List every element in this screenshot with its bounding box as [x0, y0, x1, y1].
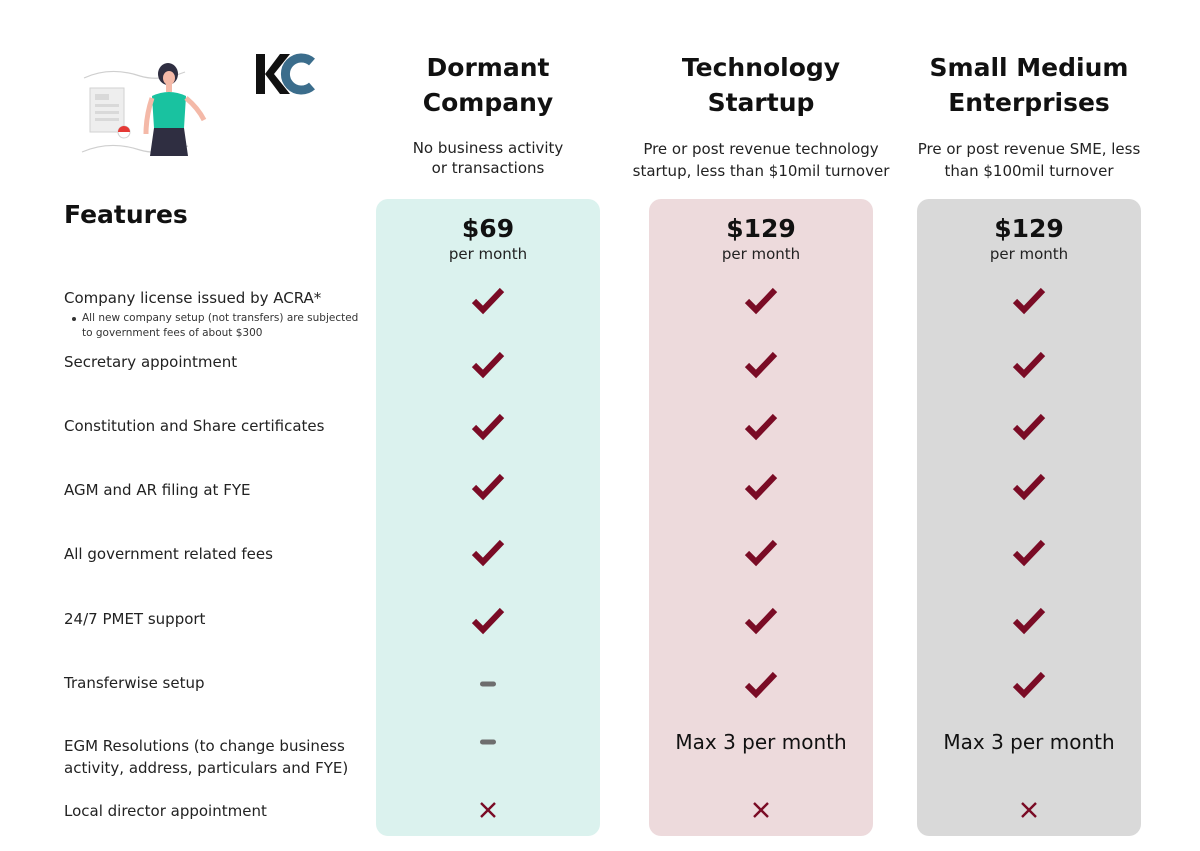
check-icon — [1009, 466, 1049, 506]
plan-description-line: No business activity — [412, 139, 564, 157]
plan-period-dormant: per month — [448, 245, 528, 263]
plan-price-dormant: $69 — [461, 214, 515, 243]
plan-description-line: than $100mil turnover — [944, 162, 1114, 180]
feature-note-line: to government fees of about $300 — [82, 327, 263, 339]
company-logo — [254, 52, 316, 96]
dash-icon — [468, 722, 508, 762]
woman-document-illustration — [80, 56, 220, 166]
check-icon — [741, 406, 781, 446]
check-icon — [1009, 664, 1049, 704]
cross-icon — [468, 790, 508, 830]
check-icon — [1009, 532, 1049, 572]
plan-description-line: Pre or post revenue technology — [643, 140, 879, 158]
check-icon — [1009, 406, 1049, 446]
feature-label: All government related fees — [64, 545, 273, 563]
feature-cell-text: Max 3 per month — [675, 730, 847, 754]
plan-period-tech: per month — [721, 245, 801, 263]
check-icon — [468, 466, 508, 506]
feature-label: Local director appointment — [64, 802, 267, 820]
feature-label: Transferwise setup — [64, 674, 205, 692]
plan-description-dormant: No business activity or transactions — [358, 138, 618, 178]
check-icon — [468, 280, 508, 320]
plan-title-line: Small Medium — [929, 53, 1129, 82]
check-icon — [1009, 600, 1049, 640]
check-icon — [741, 466, 781, 506]
plan-price-tech: $129 — [726, 214, 796, 243]
check-icon — [741, 280, 781, 320]
check-icon — [468, 344, 508, 384]
check-icon — [468, 600, 508, 640]
check-icon — [741, 600, 781, 640]
plan-description-line: or transactions — [431, 159, 545, 177]
features-heading: Features — [64, 200, 188, 229]
check-icon — [741, 532, 781, 572]
plan-description-line: Pre or post revenue SME, less — [917, 140, 1141, 158]
kc-logo-icon — [256, 53, 315, 95]
feature-cell-text: Max 3 per month — [943, 730, 1115, 754]
plan-title-tech: Technology Startup — [631, 50, 891, 120]
feature-label: AGM and AR filing at FYE — [64, 481, 251, 499]
feature-label-line: EGM Resolutions (to change business — [64, 737, 345, 755]
plan-description-sme: Pre or post revenue SME, less than $100m… — [899, 138, 1159, 182]
plan-description-line: startup, less than $10mil turnover — [632, 162, 890, 180]
feature-label: Constitution and Share certificates — [64, 417, 325, 435]
feature-note-line: All new company setup (not transfers) ar… — [82, 312, 359, 324]
plan-period-sme: per month — [989, 245, 1069, 263]
plan-title-sme: Small Medium Enterprises — [899, 50, 1159, 120]
plan-title-dormant: Dormant Company — [358, 50, 618, 120]
feature-label: 24/7 PMET support — [64, 610, 206, 628]
plan-title-line: Enterprises — [948, 88, 1110, 117]
plan-title-line: Technology — [681, 53, 841, 82]
plan-price-sme: $129 — [994, 214, 1064, 243]
plan-title-line: Dormant — [426, 53, 550, 82]
check-icon — [468, 406, 508, 446]
cross-icon — [1009, 790, 1049, 830]
check-icon — [741, 664, 781, 704]
plan-title-line: Startup — [707, 88, 815, 117]
feature-label: Secretary appointment — [64, 353, 238, 371]
plan-title-line: Company — [422, 88, 554, 117]
dash-icon — [468, 664, 508, 704]
check-icon — [468, 532, 508, 572]
cross-icon — [741, 790, 781, 830]
plan-description-tech: Pre or post revenue technology startup, … — [631, 138, 891, 182]
check-icon — [1009, 280, 1049, 320]
feature-label-line: activity, address, particulars and FYE) — [64, 759, 349, 777]
feature-label: EGM Resolutions (to change business acti… — [64, 735, 364, 779]
illustration-icon — [81, 63, 207, 156]
check-icon — [1009, 344, 1049, 384]
check-icon — [741, 344, 781, 384]
feature-label: Company license issued by ACRA* — [64, 289, 322, 307]
feature-note: All new company setup (not transfers) ar… — [72, 311, 362, 341]
